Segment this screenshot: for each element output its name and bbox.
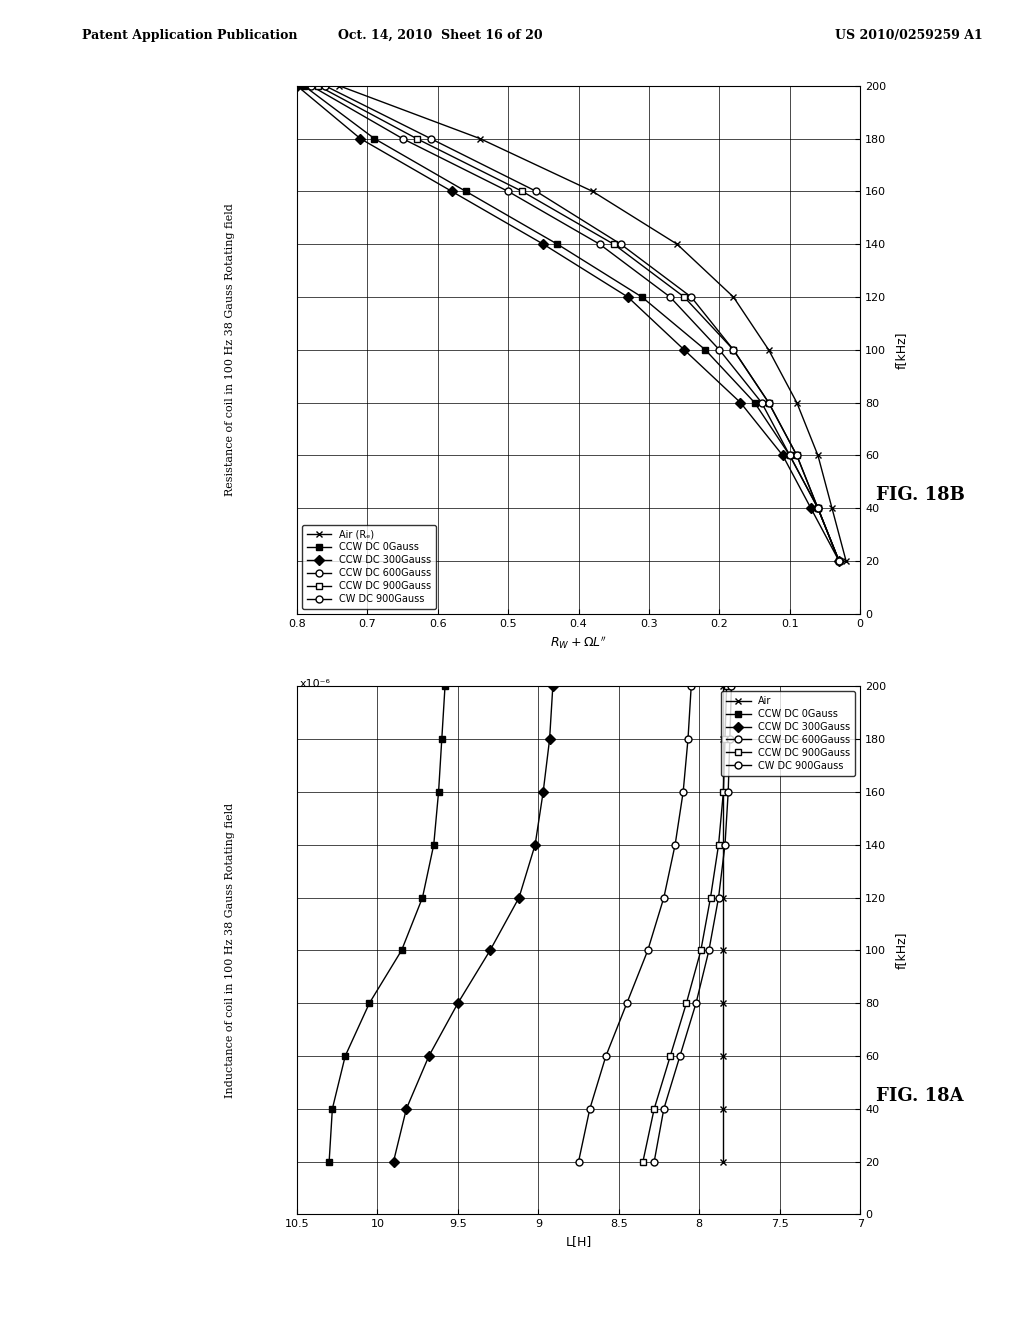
Text: FIG. 18A: FIG. 18A bbox=[876, 1086, 964, 1105]
X-axis label: $R_W + \Omega L''$: $R_W + \Omega L''$ bbox=[550, 634, 607, 651]
Y-axis label: f[kHz]: f[kHz] bbox=[895, 932, 907, 969]
Legend: Air, CCW DC 0Gauss, CCW DC 300Gauss, CCW DC 600Gauss, CCW DC 900Gauss, CW DC 900: Air, CCW DC 0Gauss, CCW DC 300Gauss, CCW… bbox=[721, 692, 855, 776]
Text: Oct. 14, 2010  Sheet 16 of 20: Oct. 14, 2010 Sheet 16 of 20 bbox=[338, 29, 543, 42]
Text: x10⁻⁶: x10⁻⁶ bbox=[300, 678, 331, 689]
Text: Patent Application Publication: Patent Application Publication bbox=[82, 29, 297, 42]
Y-axis label: f[kHz]: f[kHz] bbox=[895, 331, 907, 368]
X-axis label: L[H]: L[H] bbox=[565, 1234, 592, 1247]
Legend: Air (Rₑ), CCW DC 0Gauss, CCW DC 300Gauss, CCW DC 600Gauss, CCW DC 900Gauss, CW D: Air (Rₑ), CCW DC 0Gauss, CCW DC 300Gauss… bbox=[302, 524, 436, 609]
Text: Resistance of coil in 100 Hz 38 Gauss Rotating field: Resistance of coil in 100 Hz 38 Gauss Ro… bbox=[225, 203, 236, 496]
Text: US 2010/0259259 A1: US 2010/0259259 A1 bbox=[836, 29, 983, 42]
Text: Inductance of coil in 100 Hz 38 Gauss Rotating field: Inductance of coil in 100 Hz 38 Gauss Ro… bbox=[225, 803, 236, 1098]
Text: FIG. 18B: FIG. 18B bbox=[876, 486, 965, 504]
